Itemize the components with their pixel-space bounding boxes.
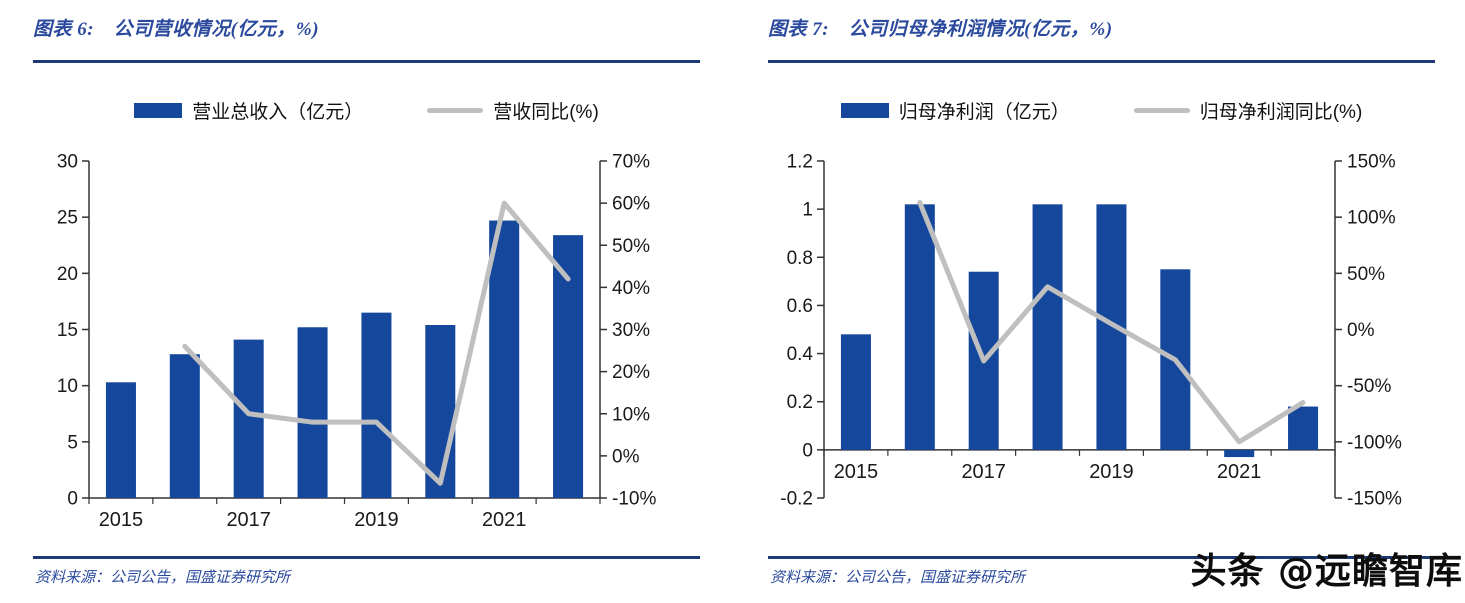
net-profit-chart-legend: 归母净利润（亿元） 归母净利润同比(%)	[768, 97, 1435, 124]
left-tick-label: 0.6	[787, 296, 813, 317]
x-tick-label: 2017	[226, 509, 271, 531]
x-tick-label: 2015	[834, 461, 879, 483]
left-tick-label: 30	[57, 152, 78, 173]
yoy-line-series	[182, 200, 571, 486]
bar-2021	[489, 220, 520, 498]
legend-item-bar: 营业总收入（亿元）	[134, 97, 363, 124]
legend-item-line: 营收同比(%)	[427, 97, 599, 124]
bar-series-label: 营业总收入（亿元）	[192, 102, 364, 123]
title-divider	[33, 60, 700, 63]
bar-2019	[361, 312, 392, 498]
bar-2022	[553, 235, 584, 498]
left-tick-label: 10	[57, 376, 78, 397]
bar-2021	[1224, 449, 1255, 458]
figure-7-title: 图表 7: 公司归母净利润情况(亿元，%)	[768, 19, 1113, 40]
revenue-combo-chart: 0 5 10 15 20 25 30 -10% 0% 10% 20% 30% 40% 50% 60% 70% 2…	[57, 152, 657, 532]
right-tick-label: 70%	[612, 152, 650, 173]
source-note: 资料来源：公司公告，国盛证券研究所	[35, 570, 291, 586]
right-tick-label: 0%	[612, 446, 640, 467]
x-tick-label: 2019	[1089, 461, 1134, 483]
figure-6-title: 图表 6: 公司营收情况(亿元，%)	[33, 19, 320, 40]
footer-divider	[33, 556, 700, 559]
left-tick-label: -0.2	[780, 489, 813, 510]
right-tick-label: 50%	[1347, 264, 1385, 285]
left-tick-label: 15	[57, 320, 78, 341]
line-series-label: 营收同比(%)	[493, 102, 599, 123]
right-tick-label: 20%	[612, 362, 650, 383]
bar-2015	[840, 334, 871, 450]
bar-2018	[1032, 204, 1063, 450]
revenue-figure-panel: 图表 6: 公司营收情况(亿元，%) 营业总收入（亿元） 营收同比(%) 0 5 1…	[33, 0, 700, 603]
x-tick-label: 2021	[482, 509, 527, 531]
net-profit-combo-chart: -0.2 0 0.2 0.4 0.6 0.8 1 1.2 -150% -100% -50% 0% 50%…	[780, 152, 1402, 510]
left-tick-label: 0.4	[787, 344, 814, 365]
right-tick-label: -50%	[1347, 376, 1391, 397]
bar-2018	[297, 327, 328, 498]
x-tick-label: 2019	[354, 509, 399, 531]
x-tick-label: 2015	[99, 509, 144, 531]
left-tick-label: 0	[802, 440, 813, 461]
watermark: 头条 @远瞻智库	[1190, 551, 1463, 592]
left-tick-label: 0.8	[787, 248, 813, 269]
bar-2016	[169, 354, 200, 498]
yoy-line-series	[917, 200, 1306, 445]
x-tick-label: 2021	[1217, 461, 1262, 483]
source-note: 资料来源：公司公告，国盛证券研究所	[770, 570, 1026, 586]
left-tick-label: 1.2	[787, 152, 813, 173]
line-swatch-icon	[427, 108, 484, 113]
left-tick-label: 5	[67, 432, 78, 453]
revenue-chart-legend: 营业总收入（亿元） 营收同比(%)	[33, 97, 700, 124]
left-tick-label: 0	[67, 489, 78, 510]
left-tick-label: 0.2	[787, 392, 813, 413]
bar-2020	[425, 325, 456, 498]
right-tick-label: -10%	[612, 489, 656, 510]
x-tick-label: 2017	[961, 461, 1006, 483]
right-tick-label: 40%	[612, 278, 650, 299]
right-tick-label: 50%	[612, 236, 650, 257]
bar-series-label: 归母净利润（亿元）	[898, 102, 1070, 123]
bar-2017	[233, 339, 264, 498]
bar-swatch-icon	[134, 103, 183, 118]
title-divider	[768, 60, 1435, 63]
right-tick-label: 0%	[1347, 320, 1375, 341]
line-swatch-icon	[1133, 108, 1190, 113]
right-tick-label: 60%	[612, 194, 650, 215]
line-series-label: 归母净利润同比(%)	[1199, 102, 1363, 123]
right-tick-label: -100%	[1347, 432, 1402, 453]
right-tick-label: 30%	[612, 320, 650, 341]
legend-item-bar: 归母净利润（亿元）	[840, 97, 1070, 124]
bar-swatch-icon	[840, 103, 889, 118]
bar-2016	[904, 204, 935, 450]
bar-2015	[105, 382, 136, 498]
net-profit-figure-panel: 图表 7: 公司归母净利润情况(亿元，%) 归母净利润（亿元） 归母净利润同比(…	[768, 0, 1435, 603]
left-tick-label: 25	[57, 208, 78, 229]
right-tick-label: -150%	[1347, 489, 1402, 510]
right-tick-label: 10%	[612, 404, 650, 425]
right-tick-label: 150%	[1347, 152, 1396, 173]
left-tick-label: 1	[802, 200, 813, 221]
footer-divider	[768, 556, 1435, 559]
left-tick-label: 20	[57, 264, 78, 285]
bar-2022	[1288, 406, 1319, 450]
right-tick-label: 100%	[1347, 208, 1396, 229]
legend-item-line: 归母净利润同比(%)	[1133, 97, 1363, 124]
